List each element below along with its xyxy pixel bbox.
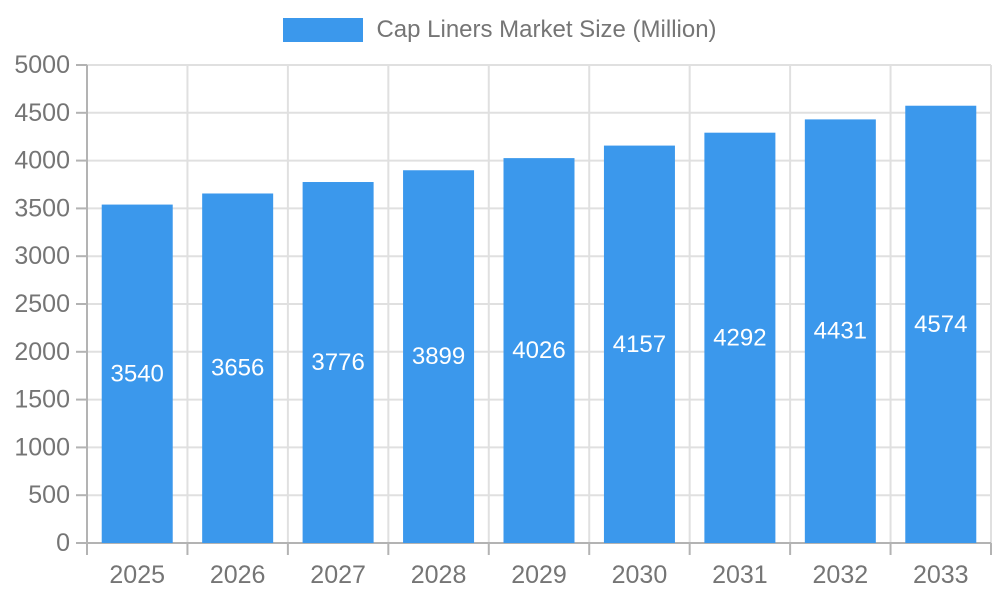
y-tick-label-3000: 3000 bbox=[14, 242, 70, 270]
bar-2025[interactable] bbox=[101, 204, 173, 544]
bar-value-label-2030: 4157 bbox=[613, 331, 666, 358]
bar-value-label-2029: 4026 bbox=[512, 337, 565, 364]
bar-value-label-2032: 4431 bbox=[814, 318, 867, 345]
y-tick-label-0: 0 bbox=[56, 529, 70, 557]
x-tick-label-2032: 2032 bbox=[813, 561, 869, 589]
bar-value-label-2028: 3899 bbox=[412, 343, 465, 370]
x-tick-label-2029: 2029 bbox=[511, 561, 567, 589]
y-tick-label-4000: 4000 bbox=[14, 147, 70, 175]
x-tick-label-2028: 2028 bbox=[411, 561, 467, 589]
bar-value-label-2033: 4574 bbox=[914, 311, 967, 338]
y-tick-label-4500: 4500 bbox=[14, 99, 70, 127]
bar-2033[interactable] bbox=[905, 105, 977, 544]
bar-value-label-2027: 3776 bbox=[311, 349, 364, 376]
y-tick-label-2500: 2500 bbox=[14, 290, 70, 318]
bar-2032[interactable] bbox=[804, 119, 876, 544]
y-tick-label-2000: 2000 bbox=[14, 338, 70, 366]
bar-2031[interactable] bbox=[704, 132, 776, 543]
x-tick-label-2027: 2027 bbox=[310, 561, 366, 589]
y-tick-label-5000: 5000 bbox=[14, 51, 70, 79]
bar-2029[interactable] bbox=[503, 158, 575, 544]
y-tick-label-3500: 3500 bbox=[14, 194, 70, 222]
legend-swatch bbox=[283, 18, 364, 42]
legend-label: Cap Liners Market Size (Million) bbox=[376, 16, 717, 43]
y-tick-label-1500: 1500 bbox=[14, 386, 70, 414]
y-tick-label-500: 500 bbox=[28, 481, 70, 509]
legend-item[interactable]: Cap Liners Market Size (Million) bbox=[0, 16, 1000, 44]
y-tick-label-1000: 1000 bbox=[14, 433, 70, 461]
bar-2028[interactable] bbox=[403, 170, 475, 543]
x-tick-label-2030: 2030 bbox=[612, 561, 668, 589]
bar-2026[interactable] bbox=[202, 193, 274, 544]
x-tick-label-2033: 2033 bbox=[913, 561, 969, 589]
bar-value-label-2025: 3540 bbox=[111, 360, 164, 387]
bar-2030[interactable] bbox=[603, 145, 675, 543]
bar-2027[interactable] bbox=[302, 182, 374, 543]
x-tick-label-2026: 2026 bbox=[210, 561, 266, 589]
bar-value-label-2026: 3656 bbox=[211, 355, 264, 382]
x-tick-label-2031: 2031 bbox=[712, 561, 768, 589]
bar-value-label-2031: 4292 bbox=[713, 324, 766, 351]
x-tick-label-2025: 2025 bbox=[109, 561, 165, 589]
